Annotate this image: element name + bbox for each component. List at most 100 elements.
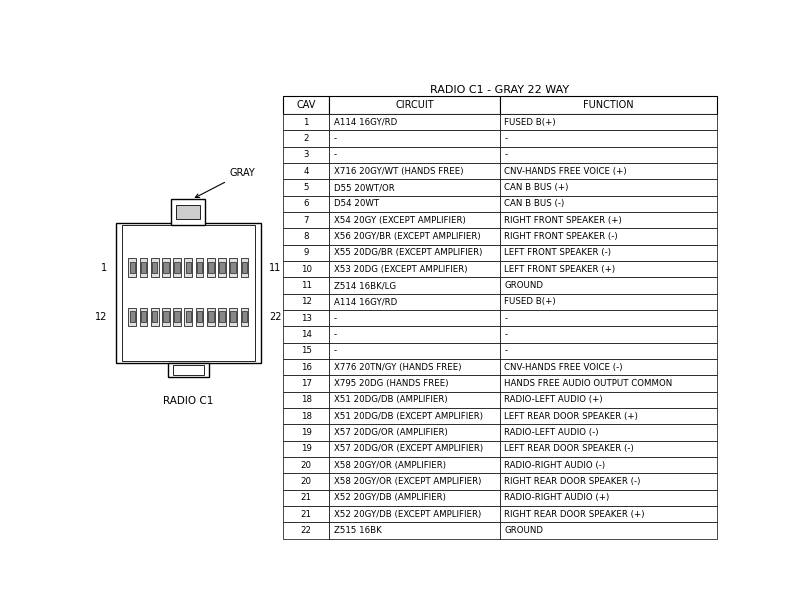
Text: Z514 16BK/LG: Z514 16BK/LG xyxy=(334,281,396,290)
Bar xyxy=(500,392,717,408)
Text: 19: 19 xyxy=(301,444,311,454)
Text: 12: 12 xyxy=(301,297,312,306)
Text: -: - xyxy=(334,330,337,339)
Text: 13: 13 xyxy=(301,314,312,323)
Bar xyxy=(283,261,330,277)
Text: X56 20GY/BR (EXCEPT AMPLIFIER): X56 20GY/BR (EXCEPT AMPLIFIER) xyxy=(334,232,480,241)
Bar xyxy=(330,179,500,196)
Bar xyxy=(283,326,330,343)
Bar xyxy=(168,363,209,377)
Bar xyxy=(283,310,330,326)
Text: CAV: CAV xyxy=(297,100,316,110)
Text: 20: 20 xyxy=(301,461,312,470)
Bar xyxy=(139,258,147,277)
Text: LEFT FRONT SPEAKER (-): LEFT FRONT SPEAKER (-) xyxy=(504,249,611,257)
Bar xyxy=(500,506,717,522)
Text: X776 20TN/GY (HANDS FREE): X776 20TN/GY (HANDS FREE) xyxy=(334,363,462,372)
Text: X53 20DG (EXCEPT AMPLIFIER): X53 20DG (EXCEPT AMPLIFIER) xyxy=(334,265,467,274)
Text: D54 20WT: D54 20WT xyxy=(334,199,379,209)
Bar xyxy=(283,457,330,474)
Text: RADIO C1 - GRAY 22 WAY: RADIO C1 - GRAY 22 WAY xyxy=(430,85,570,95)
Text: RIGHT FRONT SPEAKER (+): RIGHT FRONT SPEAKER (+) xyxy=(504,216,622,225)
Bar xyxy=(162,308,170,326)
Bar xyxy=(330,359,500,376)
Bar xyxy=(139,308,147,326)
Text: 12: 12 xyxy=(95,312,107,322)
Text: 11: 11 xyxy=(270,263,282,273)
Bar xyxy=(283,376,330,392)
Bar xyxy=(176,206,201,219)
Bar xyxy=(173,365,203,375)
Bar xyxy=(242,262,247,274)
Text: 22: 22 xyxy=(301,526,312,535)
Bar xyxy=(283,392,330,408)
Bar xyxy=(122,225,255,361)
Bar xyxy=(500,490,717,506)
Text: 1: 1 xyxy=(303,118,309,127)
Bar xyxy=(283,245,330,261)
Text: GROUND: GROUND xyxy=(504,281,543,290)
Bar xyxy=(283,424,330,441)
Text: A114 16GY/RD: A114 16GY/RD xyxy=(334,118,397,127)
Bar xyxy=(500,163,717,179)
Bar xyxy=(330,131,500,147)
Text: -: - xyxy=(334,134,337,143)
Text: X52 20GY/DB (AMPLIFIER): X52 20GY/DB (AMPLIFIER) xyxy=(334,494,446,502)
Bar xyxy=(500,261,717,277)
Text: CAN B BUS (+): CAN B BUS (+) xyxy=(504,183,569,192)
Bar xyxy=(230,308,237,326)
Bar xyxy=(500,131,717,147)
Bar xyxy=(330,490,500,506)
Text: -: - xyxy=(504,134,507,143)
Bar xyxy=(196,308,203,326)
Bar xyxy=(330,408,500,424)
Bar xyxy=(197,262,202,274)
Bar xyxy=(152,262,158,274)
Text: 8: 8 xyxy=(303,232,309,241)
Bar xyxy=(500,310,717,326)
Text: 3: 3 xyxy=(303,151,309,159)
Bar xyxy=(128,258,136,277)
Bar xyxy=(283,229,330,245)
Bar xyxy=(141,311,146,322)
Text: RIGHT FRONT SPEAKER (-): RIGHT FRONT SPEAKER (-) xyxy=(504,232,618,241)
Text: GRAY: GRAY xyxy=(195,168,255,198)
Bar xyxy=(283,294,330,310)
Text: RIGHT REAR DOOR SPEAKER (+): RIGHT REAR DOOR SPEAKER (+) xyxy=(504,510,645,519)
Text: CNV-HANDS FREE VOICE (-): CNV-HANDS FREE VOICE (-) xyxy=(504,363,622,372)
Text: -: - xyxy=(334,314,337,323)
Bar xyxy=(219,262,225,274)
Bar xyxy=(283,97,330,114)
Bar xyxy=(500,229,717,245)
Text: 6: 6 xyxy=(303,199,309,209)
Text: X51 20DG/DB (AMPLIFIER): X51 20DG/DB (AMPLIFIER) xyxy=(334,395,447,404)
Bar xyxy=(171,199,206,225)
Bar xyxy=(330,212,500,229)
Bar xyxy=(283,474,330,490)
Bar xyxy=(219,311,225,322)
Bar xyxy=(330,424,500,441)
Text: X58 20GY/OR (AMPLIFIER): X58 20GY/OR (AMPLIFIER) xyxy=(334,461,446,470)
Text: CAN B BUS (-): CAN B BUS (-) xyxy=(504,199,565,209)
Text: -: - xyxy=(504,330,507,339)
Text: 21: 21 xyxy=(301,494,312,502)
Text: LEFT FRONT SPEAKER (+): LEFT FRONT SPEAKER (+) xyxy=(504,265,615,274)
Bar xyxy=(283,522,330,539)
Text: Z515 16BK: Z515 16BK xyxy=(334,526,382,535)
Text: FUSED B(+): FUSED B(+) xyxy=(504,297,556,306)
Text: -: - xyxy=(334,347,337,356)
Bar xyxy=(174,308,181,326)
Bar xyxy=(330,326,500,343)
Bar xyxy=(283,506,330,522)
Text: 11: 11 xyxy=(301,281,312,290)
Bar xyxy=(242,311,247,322)
Bar xyxy=(197,311,202,322)
Bar xyxy=(115,223,262,363)
Bar xyxy=(196,258,203,277)
Text: RADIO-LEFT AUDIO (-): RADIO-LEFT AUDIO (-) xyxy=(504,428,598,437)
Text: 14: 14 xyxy=(301,330,312,339)
Bar xyxy=(330,245,500,261)
Bar xyxy=(230,311,236,322)
Text: A114 16GY/RD: A114 16GY/RD xyxy=(334,297,397,306)
Bar xyxy=(500,277,717,294)
